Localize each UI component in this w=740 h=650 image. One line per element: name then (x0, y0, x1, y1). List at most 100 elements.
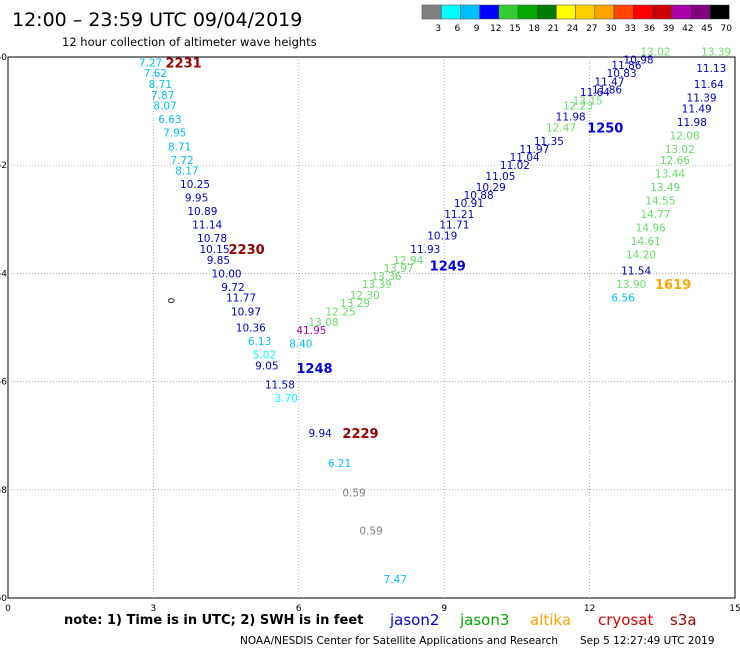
legend-item-s3a: s3a (670, 611, 697, 629)
wave-height-value: 11.64 (694, 79, 724, 91)
color-swatch (652, 4, 672, 20)
wave-height-value: 6.63 (158, 114, 181, 126)
pass-id-label: 2231 (166, 56, 202, 71)
footer-timestamp: Sep 5 12:27:49 UTC 2019 (580, 635, 715, 647)
x-tick-label: 9 (441, 604, 447, 614)
color-swatch (536, 4, 557, 20)
wave-height-value: 12.08 (670, 130, 700, 142)
wave-height-value: 14.77 (640, 209, 670, 221)
wave-height-value: 14.55 (645, 195, 675, 207)
legend-item-jason2: jason2 (389, 611, 439, 629)
color-scale-label: 18 (528, 24, 540, 34)
wave-height-value: 11.71 (439, 220, 469, 232)
wave-height-value: 11.93 (410, 244, 440, 256)
wave-height-value: 8.07 (153, 101, 176, 113)
wave-height-value: 11.02 (500, 160, 530, 172)
color-swatch (671, 4, 692, 20)
pass-id-label: 1248 (296, 362, 332, 377)
color-scale-label: 24 (567, 24, 579, 34)
wave-height-value: 13.90 (616, 279, 646, 291)
wave-height-value: 13.02 (640, 47, 670, 59)
wave-height-value: 11.64 (580, 87, 610, 99)
y-tick-label: -54 (0, 269, 7, 279)
color-swatch (460, 4, 480, 20)
x-tick-label: 0 (5, 604, 11, 614)
y-tick-label: -58 (0, 486, 7, 496)
wave-height-value: 8.40 (289, 339, 312, 351)
wave-height-value: 3.70 (275, 393, 298, 405)
wave-height-value: 10.25 (180, 179, 210, 191)
wave-height-value: 12.66 (660, 155, 690, 167)
x-tick-label: 3 (151, 604, 157, 614)
wave-height-value: 7.27 (139, 57, 162, 69)
wave-height-value: 10.98 (624, 55, 654, 67)
color-scale-label: 39 (663, 24, 675, 34)
color-scale-label: 15 (509, 24, 520, 34)
color-scale-label: 21 (548, 24, 559, 34)
wave-height-value: 41.95 (296, 325, 326, 337)
wave-height-value: 13.39 (362, 279, 392, 291)
y-tick-label: -56 (0, 378, 7, 388)
wave-height-value: 12.23 (563, 101, 593, 113)
wave-height-value: 14.96 (636, 222, 666, 234)
wave-height-value: 10.83 (607, 68, 637, 80)
color-swatch (556, 4, 576, 20)
color-scale-label: 36 (644, 24, 656, 34)
wave-height-value: 0.59 (342, 488, 365, 500)
wave-height-value: 13.44 (655, 168, 685, 180)
wave-height-value: 9.72 (221, 282, 244, 294)
color-scale-label: 9 (474, 24, 480, 34)
wave-height-value: 12.25 (325, 306, 355, 318)
wave-height-value: 11.86 (611, 60, 641, 72)
wave-height-value: 11.98 (556, 112, 586, 124)
wave-height-value: 8.71 (149, 79, 172, 91)
data-points: 7.277.628.717.878.076.637.958.717.728.17… (139, 47, 731, 586)
wave-height-value: 7.87 (151, 90, 174, 102)
wave-height-value: 13.36 (372, 271, 402, 283)
color-swatch (517, 4, 538, 20)
wave-height-value: 5.02 (253, 350, 276, 362)
wave-height-value: 10.29 (476, 182, 506, 194)
wave-height-value: 11.97 (519, 144, 549, 156)
color-swatch (479, 4, 500, 20)
wave-height-value: 7.47 (384, 574, 407, 586)
footer-note: note: 1) Time is in UTC; 2) SWH is in fe… (64, 613, 363, 628)
wave-height-value: 13.39 (701, 47, 731, 59)
wave-height-value: 11.98 (677, 117, 707, 129)
wave-height-value: 11.54 (621, 266, 651, 278)
color-scale-label: 45 (701, 24, 712, 34)
wave-height-value: 11.58 (265, 379, 295, 391)
wave-height-value: 11.47 (594, 76, 624, 88)
wave-height-value: 13.29 (340, 298, 370, 310)
wave-height-value: 10.91 (454, 198, 484, 210)
wave-height-value: 13.49 (650, 182, 680, 194)
wave-height-value: 9.05 (255, 360, 278, 372)
wave-height-value: 8.17 (175, 166, 198, 178)
color-swatch (709, 4, 730, 20)
footer-credit: NOAA/NESDIS Center for Satellite Applica… (240, 635, 558, 647)
wave-height-value: 10.78 (197, 233, 227, 245)
legend-item-cryosat: cryosat (598, 611, 653, 629)
wave-height-value: 13.08 (308, 317, 338, 329)
pass-id-label: 1250 (587, 121, 623, 136)
color-swatch (690, 4, 711, 20)
color-scale-label: 30 (605, 24, 617, 34)
wave-height-value: 11.35 (534, 136, 564, 148)
color-swatch (632, 4, 653, 20)
color-swatch (498, 4, 519, 20)
legend-item-jason3: jason3 (459, 611, 509, 629)
wave-height-value: 10.89 (187, 206, 217, 218)
wave-height-value: 14.20 (626, 249, 656, 261)
y-tick-label: -52 (0, 161, 7, 171)
wave-height-value: 13.15 (573, 95, 603, 107)
color-scale-label: 12 (490, 24, 501, 34)
chart-subtitle: 12 hour collection of altimeter wave hei… (62, 35, 317, 49)
x-tick-label: 6 (296, 604, 302, 614)
wave-height-value: 11.49 (682, 103, 712, 115)
pass-labels: 2231 2230 1248 1249 1250 1619 2229 (166, 56, 692, 442)
wave-height-value: 6.21 (328, 458, 351, 470)
color-scale-label: 3 (435, 24, 441, 34)
color-scale-label: 70 (720, 24, 732, 34)
wave-height-value: 11.86 (592, 84, 622, 96)
